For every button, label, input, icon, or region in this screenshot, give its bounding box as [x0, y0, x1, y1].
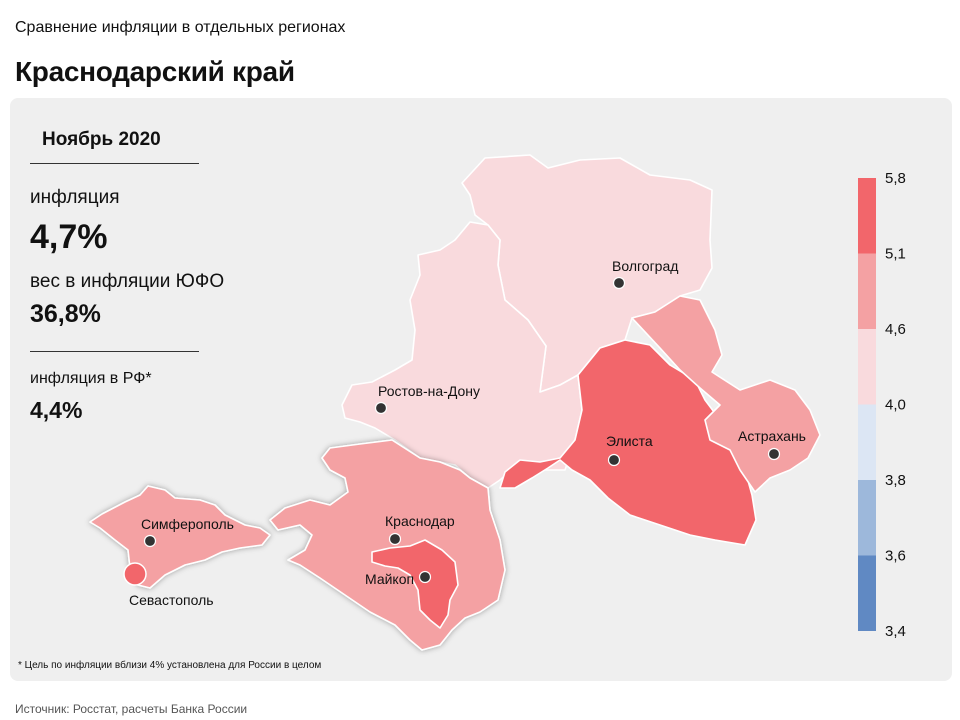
legend-swatch	[858, 253, 876, 329]
city-dot-simferopol[interactable]	[143, 534, 157, 548]
city-label-rostov: Ростов-на-Дону	[378, 383, 480, 399]
legend-swatch	[858, 555, 876, 631]
weight-label: вес в инфляции ЮФО	[30, 271, 225, 292]
footnote: * Цель по инфляции вблизи 4% установлена…	[18, 660, 322, 671]
period-label: Ноябрь 2020	[42, 129, 161, 150]
inflation-label: инфляция	[30, 187, 120, 208]
region-crimea[interactable]	[89, 485, 271, 589]
legend-tick-label: 4,6	[885, 321, 906, 338]
city-dot-rostov[interactable]	[374, 401, 388, 415]
city-dot-krasnodar[interactable]	[388, 532, 402, 546]
page-title: Краснодарский край	[15, 56, 295, 87]
legend-tick-label: 5,8	[885, 170, 906, 187]
region-kalmykia[interactable]	[499, 339, 757, 546]
region-astrakhan[interactable]	[631, 295, 821, 493]
city-label-elista: Элиста	[606, 433, 653, 449]
rf-inflation-value: 4,4%	[30, 397, 83, 423]
legend-tick-label: 3,6	[885, 548, 906, 565]
color-legend: 5,8 5,1 4,6 4,0 3,8 3,6 3,4	[858, 170, 906, 640]
city-label-sevastopol: Севастополь	[129, 592, 214, 608]
city-label-maykop: Майкоп	[365, 571, 414, 587]
rf-inflation-label: инфляция в РФ*	[30, 370, 152, 387]
city-dot-volgograd[interactable]	[612, 276, 626, 290]
legend-swatch	[858, 480, 876, 556]
divider	[30, 163, 199, 164]
weight-value: 36,8%	[30, 300, 101, 328]
legend-swatch	[858, 404, 876, 480]
legend-tick-label: 3,8	[885, 472, 906, 489]
supertitle: Сравнение инфляции в отдельных регионах	[15, 19, 346, 36]
city-label-simferopol: Симферополь	[141, 516, 234, 532]
city-label-volgograd: Волгоград	[612, 258, 678, 274]
legend-swatch	[858, 178, 876, 254]
city-label-astrakhan: Астрахань	[738, 428, 806, 444]
region-sevastopol[interactable]	[123, 562, 147, 586]
region-adygea[interactable]	[371, 539, 459, 629]
city-dot-astrakhan[interactable]	[767, 447, 781, 461]
divider	[30, 351, 199, 352]
inflation-value: 4,7%	[30, 218, 108, 256]
city-dot-maykop[interactable]	[418, 570, 432, 584]
legend-tick-label: 4,0	[885, 397, 906, 414]
city-dot-elista[interactable]	[607, 453, 621, 467]
legend-swatch	[858, 329, 876, 405]
source-note: Источник: Росстат, расчеты Банка России	[15, 702, 248, 716]
legend-tick-label: 5,1	[885, 246, 906, 263]
city-label-krasnodar: Краснодар	[385, 513, 455, 529]
legend-tick-label: 3,4	[885, 623, 906, 640]
